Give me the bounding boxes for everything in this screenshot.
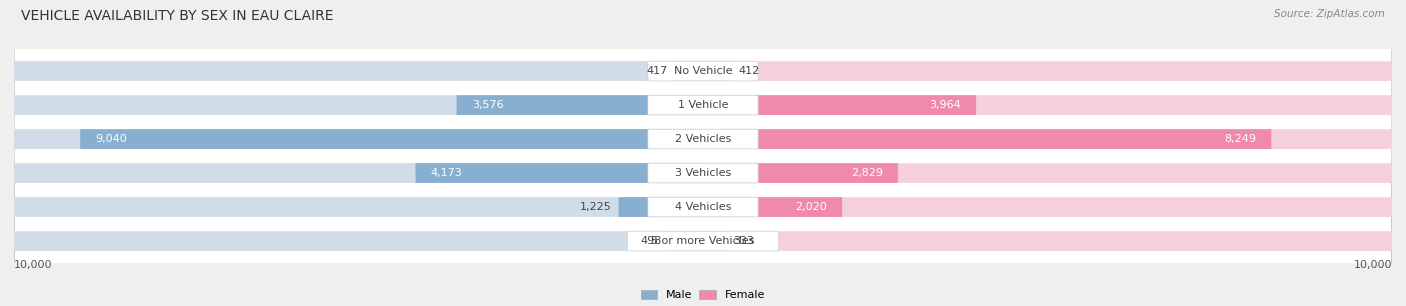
- FancyBboxPatch shape: [703, 95, 1392, 115]
- Legend: Male, Female: Male, Female: [637, 285, 769, 305]
- FancyBboxPatch shape: [14, 0, 1392, 306]
- Text: 8,249: 8,249: [1225, 134, 1256, 144]
- FancyBboxPatch shape: [703, 61, 731, 81]
- FancyBboxPatch shape: [703, 197, 842, 217]
- FancyBboxPatch shape: [703, 197, 1392, 217]
- Text: 10,000: 10,000: [1354, 260, 1392, 271]
- FancyBboxPatch shape: [14, 163, 703, 183]
- Text: 10,000: 10,000: [14, 260, 52, 271]
- Text: 3 Vehicles: 3 Vehicles: [675, 168, 731, 178]
- Text: 498: 498: [640, 236, 662, 246]
- Text: 1,225: 1,225: [579, 202, 612, 212]
- FancyBboxPatch shape: [703, 231, 1392, 251]
- FancyBboxPatch shape: [648, 61, 758, 81]
- FancyBboxPatch shape: [14, 0, 1392, 306]
- FancyBboxPatch shape: [619, 197, 703, 217]
- FancyBboxPatch shape: [703, 129, 1392, 149]
- FancyBboxPatch shape: [703, 61, 1392, 81]
- Text: 412: 412: [738, 66, 759, 76]
- FancyBboxPatch shape: [14, 95, 703, 115]
- FancyBboxPatch shape: [80, 129, 703, 149]
- FancyBboxPatch shape: [675, 61, 703, 81]
- Text: 2,829: 2,829: [851, 168, 883, 178]
- Text: No Vehicle: No Vehicle: [673, 66, 733, 76]
- FancyBboxPatch shape: [14, 0, 1392, 306]
- FancyBboxPatch shape: [457, 95, 703, 115]
- Text: 4,173: 4,173: [430, 168, 463, 178]
- FancyBboxPatch shape: [648, 163, 758, 183]
- FancyBboxPatch shape: [669, 231, 703, 251]
- Text: 2,020: 2,020: [796, 202, 827, 212]
- Text: 4 Vehicles: 4 Vehicles: [675, 202, 731, 212]
- Text: 9,040: 9,040: [96, 134, 127, 144]
- FancyBboxPatch shape: [416, 163, 703, 183]
- Text: 3,576: 3,576: [472, 100, 503, 110]
- FancyBboxPatch shape: [648, 197, 758, 217]
- FancyBboxPatch shape: [14, 0, 1392, 306]
- FancyBboxPatch shape: [703, 129, 1271, 149]
- FancyBboxPatch shape: [703, 95, 976, 115]
- Text: 1 Vehicle: 1 Vehicle: [678, 100, 728, 110]
- Text: Source: ZipAtlas.com: Source: ZipAtlas.com: [1274, 9, 1385, 19]
- FancyBboxPatch shape: [648, 95, 758, 115]
- FancyBboxPatch shape: [14, 61, 703, 81]
- FancyBboxPatch shape: [14, 0, 1392, 306]
- FancyBboxPatch shape: [14, 0, 1392, 306]
- Text: VEHICLE AVAILABILITY BY SEX IN EAU CLAIRE: VEHICLE AVAILABILITY BY SEX IN EAU CLAIR…: [21, 9, 333, 23]
- FancyBboxPatch shape: [627, 231, 779, 251]
- FancyBboxPatch shape: [14, 197, 703, 217]
- Text: 3,964: 3,964: [929, 100, 960, 110]
- Text: 2 Vehicles: 2 Vehicles: [675, 134, 731, 144]
- FancyBboxPatch shape: [14, 231, 703, 251]
- FancyBboxPatch shape: [648, 129, 758, 149]
- Text: 5 or more Vehicles: 5 or more Vehicles: [651, 236, 755, 246]
- FancyBboxPatch shape: [703, 231, 725, 251]
- Text: 333: 333: [733, 236, 754, 246]
- FancyBboxPatch shape: [703, 163, 898, 183]
- Text: 417: 417: [647, 66, 668, 76]
- FancyBboxPatch shape: [703, 163, 1392, 183]
- FancyBboxPatch shape: [14, 129, 703, 149]
